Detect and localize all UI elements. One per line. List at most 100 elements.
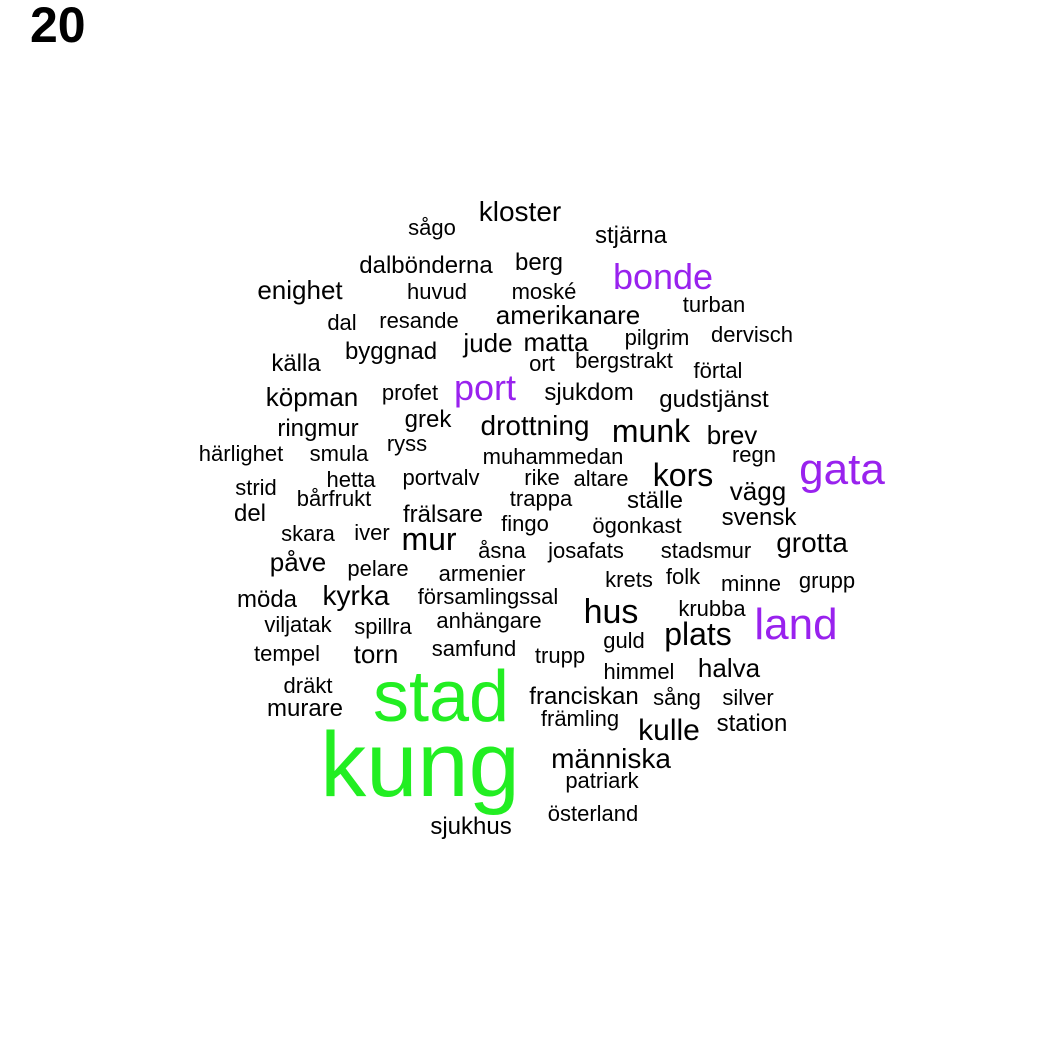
word-34: drottning [480, 410, 590, 441]
word-14: moské [511, 279, 577, 304]
word-23: byggnad [344, 338, 438, 365]
word-64: påve [269, 547, 327, 577]
word-30: sjukdom [544, 379, 634, 406]
word-25: ort [529, 351, 555, 376]
word-54: fingo [501, 511, 549, 536]
word-15: turban [682, 292, 746, 317]
word-28: köpman [265, 382, 359, 412]
word-21: jude [463, 328, 513, 358]
word-55: ögonkast [592, 513, 682, 538]
word-82: samfund [431, 636, 517, 661]
word-87: franciskan [529, 683, 639, 710]
word-62: stadsmur [660, 538, 752, 563]
word-22: matta [523, 327, 589, 357]
word-20: dervisch [711, 322, 793, 347]
word-46: kors [652, 457, 714, 493]
word-73: församlingssal [417, 584, 559, 609]
word-76: spillra [354, 614, 412, 639]
word-31: gudstjänst [659, 386, 769, 413]
word-88: sång [653, 685, 701, 710]
word-71: möda [236, 586, 298, 613]
word-81: torn [353, 639, 399, 669]
word-24: källa [271, 350, 321, 377]
word-41: regn [731, 442, 777, 467]
word-57: skara [281, 521, 335, 546]
word-47: strid [235, 475, 277, 500]
word-10: dalbönderna [359, 252, 493, 279]
word-51: vägg [729, 476, 787, 506]
word-96: österland [547, 801, 639, 826]
word-49: trappa [509, 486, 573, 511]
word-17: dal [327, 310, 357, 335]
word-65: pelare [347, 556, 409, 581]
word-48: bårfrukt [296, 486, 372, 511]
word-59: mur [401, 521, 457, 557]
word-86: dräkt [283, 673, 333, 698]
word-77: anhängare [436, 608, 542, 633]
word-37: härlighet [198, 441, 284, 466]
word-5: port [453, 367, 517, 408]
word-35: munk [611, 413, 691, 449]
word-61: josafats [548, 538, 624, 563]
word-39: ryss [386, 431, 428, 456]
word-97: sjukhus [430, 813, 512, 840]
word-69: minne [721, 571, 781, 596]
word-79: guld [603, 628, 645, 653]
word-60: åsna [478, 538, 526, 563]
word-29: profet [381, 380, 439, 405]
word-13: huvud [407, 279, 467, 304]
word-44: rike [524, 465, 560, 490]
panel-number: 20 [30, 0, 86, 53]
word-33: grek [404, 406, 452, 433]
word-26: bergstrakt [575, 348, 673, 373]
word-94: människa [551, 743, 671, 774]
word-11: berg [514, 249, 564, 276]
word-40: muhammedan [482, 444, 624, 469]
word-91: främling [540, 706, 620, 731]
word-50: ställe [626, 487, 684, 514]
word-56: svensk [721, 504, 797, 531]
word-58: iver [354, 520, 390, 545]
word-18: resande [379, 308, 459, 333]
word-8: stjärna [594, 222, 668, 249]
word-70: grupp [798, 568, 856, 593]
word-67: krets [605, 567, 653, 592]
word-85: halva [697, 653, 761, 683]
word-45: altare [573, 466, 629, 491]
word-6: hus [583, 593, 639, 631]
word-90: murare [266, 695, 344, 722]
word-66: armenier [438, 561, 526, 586]
word-83: trupp [534, 643, 586, 668]
word-38: smula [309, 441, 369, 466]
word-53: frälsare [402, 501, 484, 528]
word-74: krubba [678, 596, 746, 621]
word-72: kyrka [322, 580, 390, 611]
word-84: himmel [603, 659, 675, 684]
word-7: kloster [478, 196, 562, 227]
word-9: sågo [408, 215, 456, 240]
word-93: station [716, 710, 788, 737]
word-36: brev [706, 420, 758, 450]
word-32: ringmur [277, 415, 359, 442]
word-4: bonde [612, 256, 714, 297]
word-68: folk [665, 564, 701, 589]
word-27: förtal [693, 358, 743, 383]
word-42: hetta [326, 467, 376, 492]
word-2: gata [799, 445, 885, 494]
word-78: plats [664, 616, 732, 652]
word-19: pilgrim [624, 325, 690, 350]
word-89: silver [722, 685, 774, 710]
word-12: enighet [257, 275, 343, 305]
word-16: amerikanare [495, 300, 641, 330]
word-92: kulle [638, 714, 700, 747]
word-75: viljatak [264, 612, 332, 637]
word-63: grotta [776, 527, 848, 558]
word-1: stad [372, 657, 510, 737]
word-80: tempel [253, 641, 321, 666]
word-43: portvalv [402, 465, 480, 490]
word-95: patriark [565, 768, 639, 793]
word-52: del [233, 500, 267, 527]
word-0: kung [320, 714, 520, 816]
word-3: land [754, 600, 838, 649]
